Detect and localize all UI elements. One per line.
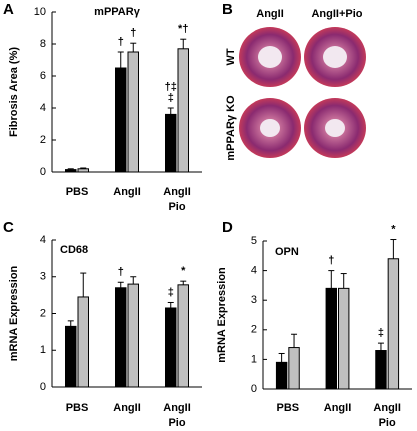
bar	[177, 48, 189, 173]
y-axis-label: mRNA Expression	[8, 265, 20, 361]
bar	[115, 67, 127, 173]
panel-letter: A	[3, 1, 14, 18]
bar	[127, 283, 139, 388]
y-tick-label: 2	[251, 324, 257, 336]
y-tick-label: 0	[40, 166, 46, 178]
significance-marker: *†	[178, 23, 188, 35]
y-tick-label: 10	[34, 6, 46, 18]
x-tick-label: AngII	[163, 186, 191, 198]
y-axis-label: mRNA Expression	[216, 267, 228, 363]
x-tick-label: AngII	[324, 402, 352, 414]
significance-marker: †‡	[165, 81, 177, 93]
x-tick-label: AngII	[373, 402, 401, 414]
chart-title: OPN	[275, 246, 299, 258]
significance-marker: *	[181, 265, 186, 277]
bar	[177, 284, 189, 388]
y-tick-label: 6	[40, 70, 46, 82]
y-tick-label: 4	[40, 234, 46, 246]
x-tick-label: PBS	[66, 186, 89, 198]
bar	[325, 287, 338, 390]
chart-title: mPPARγ	[94, 6, 141, 18]
significance-marker: ‡	[168, 92, 174, 104]
chart-title: CD68	[60, 244, 88, 256]
y-tick-label: 2	[40, 134, 46, 146]
panel-letter: D	[222, 219, 233, 236]
y-tick-label: 0	[251, 383, 257, 395]
y-axis-label: Fibrosis Area (%)	[8, 47, 20, 137]
significance-marker: †	[118, 266, 124, 278]
bar	[165, 113, 177, 173]
significance-marker: *	[391, 223, 396, 235]
x-tick-label: Pio	[379, 417, 396, 429]
panel-letter: C	[3, 219, 14, 236]
x-tick-label: AngII	[113, 186, 141, 198]
heart-lumen	[325, 119, 345, 137]
bar	[375, 350, 387, 390]
bar	[338, 287, 350, 390]
bar	[77, 296, 89, 388]
x-tick-label: Pio	[168, 201, 185, 213]
significance-marker: †	[130, 27, 136, 39]
row-label: mPPARγ KO	[225, 95, 237, 161]
y-tick-label: 1	[40, 344, 46, 356]
y-tick-label: 8	[40, 38, 46, 50]
significance-marker: ‡	[168, 286, 174, 298]
panel-letter: B	[222, 1, 233, 18]
heart-lumen	[258, 46, 282, 68]
bar	[115, 287, 127, 388]
x-tick-label: Pio	[168, 417, 185, 429]
x-tick-label: AngII	[113, 402, 141, 414]
bar	[65, 325, 77, 388]
heart-images	[239, 27, 366, 158]
y-tick-label: 1	[251, 353, 257, 365]
bar	[275, 361, 288, 390]
column-label: AngII	[256, 8, 284, 20]
y-tick-label: 4	[251, 265, 257, 277]
significance-marker: ‡	[378, 327, 384, 339]
bar	[387, 258, 400, 390]
x-tick-label: PBS	[66, 402, 89, 414]
bar	[165, 307, 177, 388]
significance-marker: †	[118, 36, 124, 48]
y-tick-label: 5	[251, 235, 257, 247]
x-tick-label: AngII	[163, 402, 191, 414]
bar	[288, 347, 300, 390]
x-tick-label: PBS	[277, 402, 300, 414]
y-tick-label: 3	[40, 271, 46, 283]
heart-lumen	[260, 119, 280, 137]
y-tick-label: 3	[251, 294, 257, 306]
column-label: AngII+Pio	[311, 8, 362, 20]
row-label: WT	[225, 48, 237, 65]
significance-marker: †	[328, 255, 334, 267]
y-tick-label: 4	[40, 102, 46, 114]
bar	[127, 51, 139, 173]
y-tick-label: 2	[40, 307, 46, 319]
y-tick-label: 0	[40, 381, 46, 393]
heart-lumen	[323, 46, 347, 68]
